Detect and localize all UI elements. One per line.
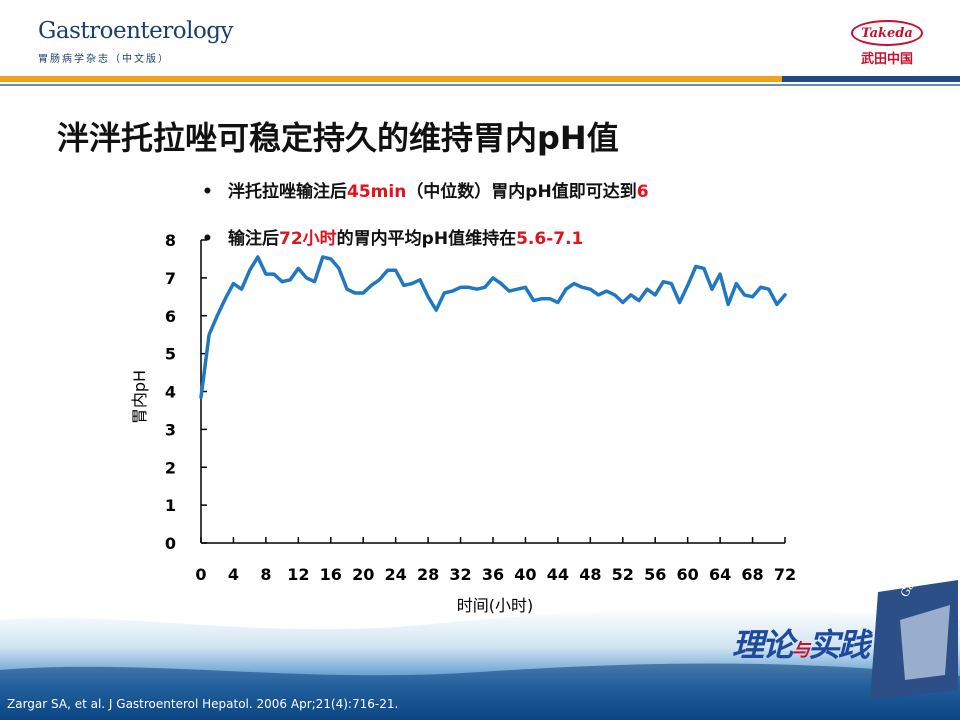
x-tick-label: 56 xyxy=(644,565,666,584)
y-tick-label: 0 xyxy=(165,534,176,553)
citation: Zargar SA, et al. J Gastroenterol Hepato… xyxy=(7,697,399,711)
slide-title: 泮泮托拉唑可稳定持久的维持胃内pH值 xyxy=(57,119,619,157)
y-tick-label: 8 xyxy=(165,231,176,250)
x-tick-label: 24 xyxy=(385,565,407,584)
header-divider xyxy=(0,84,960,86)
slide-header: Gastroenterology 胃肠病学杂志（中文版） Takeda 武田中国 xyxy=(0,0,960,88)
bullet-2-text-b: 的胃内平均pH值维持在 xyxy=(336,229,517,249)
slogan-logo: 理论与实践 xyxy=(732,620,870,666)
bullet-1-highlight-time: 45min xyxy=(347,182,407,202)
takeda-logo-icon: Takeda xyxy=(851,20,923,46)
bullet-1-text-b: （中位数）胃内pH值即可达到 xyxy=(406,182,637,202)
y-tick-label: 7 xyxy=(165,269,176,288)
x-tick-label: 28 xyxy=(417,565,439,584)
y-tick-label: 2 xyxy=(165,458,176,477)
slogan-part-b: 与 xyxy=(792,640,810,661)
header-band-blue xyxy=(782,76,960,82)
y-tick-label: 1 xyxy=(165,496,176,515)
x-tick-label: 72 xyxy=(774,565,796,584)
x-tick-label: 0 xyxy=(195,565,206,584)
x-tick-label: 68 xyxy=(741,565,763,584)
bullet-2-highlight-range: 5.6-7.1 xyxy=(516,229,584,249)
bullet-2: • 输注后72小时的胃内平均pH值维持在5.6-7.1 xyxy=(202,224,583,249)
header-band-orange xyxy=(0,76,782,82)
x-tick-label: 8 xyxy=(260,565,271,584)
bullet-1: • 泮托拉唑输注后45min（中位数）胃内pH值即可达到6 xyxy=(202,177,649,202)
x-tick-label: 60 xyxy=(677,565,699,584)
sponsor-logo: Takeda 武田中国 xyxy=(848,20,926,67)
sponsor-name-cn: 武田中国 xyxy=(860,52,913,67)
x-tick-label: 12 xyxy=(287,565,309,584)
bullet-2-highlight-time: 72小时 xyxy=(279,229,337,249)
bullet-marker: • xyxy=(202,182,213,202)
footer-ocean-banner xyxy=(0,580,960,720)
x-tick-label: 32 xyxy=(449,565,471,584)
y-tick-label: 3 xyxy=(165,420,176,439)
bullet-marker: • xyxy=(202,229,213,249)
x-tick-label: 20 xyxy=(352,565,374,584)
bullet-1-text-a: 泮托拉唑输注后 xyxy=(228,182,347,202)
x-tick-label: 48 xyxy=(579,565,601,584)
ph-series-line xyxy=(199,255,787,399)
x-tick-label: 64 xyxy=(709,565,731,584)
y-tick-label: 5 xyxy=(165,345,176,364)
journal-logo: Gastroenterology 胃肠病学杂志（中文版） xyxy=(38,18,234,65)
x-axis-label: 时间(小时) xyxy=(457,596,534,615)
x-tick-label: 40 xyxy=(514,565,536,584)
y-tick-label: 6 xyxy=(165,307,176,326)
journal-subtitle: 胃肠病学杂志（中文版） xyxy=(38,54,170,65)
bullet-1-highlight-ph: 6 xyxy=(636,182,649,202)
slogan-part-c: 实践 xyxy=(808,626,870,664)
x-tick-label: 16 xyxy=(320,565,342,584)
slogan-part-a: 理论 xyxy=(732,626,794,664)
x-tick-label: 52 xyxy=(612,565,634,584)
x-tick-label: 36 xyxy=(482,565,504,584)
bullet-2-text-a: 输注后 xyxy=(228,229,279,249)
y-axis-label: 胃内pH xyxy=(130,370,149,424)
x-tick-label: 4 xyxy=(228,565,239,584)
y-tick-label: 4 xyxy=(165,383,176,402)
journal-name: Gastroenterology xyxy=(38,18,234,44)
x-tick-label: 44 xyxy=(547,565,569,584)
